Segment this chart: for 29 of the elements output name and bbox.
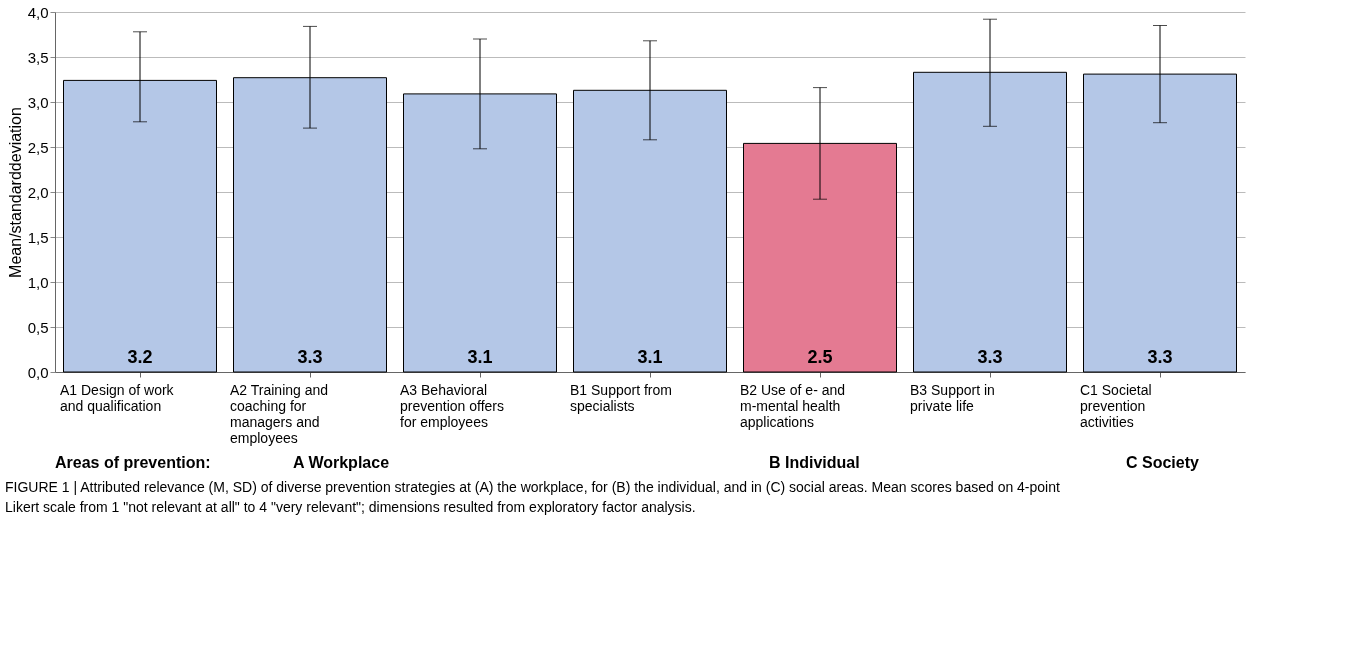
x-tick-label: B1 Support from specialists bbox=[570, 381, 672, 414]
text: C Society bbox=[1126, 454, 1200, 471]
y-tick-label: 0,5 bbox=[27, 318, 49, 336]
y-tick-label: 1,5 bbox=[27, 228, 49, 246]
x-tick-label: C1 Societal prevention activities bbox=[1080, 381, 1152, 430]
data-label: 3.1 bbox=[637, 347, 663, 367]
data-label: 2.5 bbox=[807, 347, 833, 367]
y-axis-title: Mean/standarddeviation bbox=[6, 107, 24, 278]
x-tick-label: B2 Use of e- and m-mental health applications bbox=[740, 381, 846, 430]
text: B Individual bbox=[769, 454, 860, 471]
data-label: 3.1 bbox=[467, 347, 493, 367]
caption: FIGURE 1 | Attributed relevance (M, SD) of diverse prevention strategies at (A) the workplace, for (B) the individual, and in (C) social areas. Mean scores based on 4-point Likert scale from 1 "not relevant at all" to 4 "very relevant"; dimensions resulted from exploratory factor analysis. bbox=[5, 479, 1060, 515]
y-tick-label: 3,5 bbox=[27, 48, 49, 66]
text: A Workplace bbox=[293, 454, 390, 471]
x-tick-label: A2 Training and coaching for managers and employees bbox=[230, 381, 329, 446]
x-tick-label: A3 Behavioral prevention offers for employees bbox=[400, 381, 505, 430]
data-label: 3.3 bbox=[297, 347, 323, 367]
text: Areas of prevention: bbox=[55, 454, 211, 471]
y-tick-label: 0,0 bbox=[27, 363, 49, 381]
y-tick-label: 2,5 bbox=[27, 138, 49, 156]
y-tick-label: 3,0 bbox=[27, 93, 49, 111]
y-tick-label: 4,0 bbox=[27, 3, 49, 21]
y-tick-label: 1,0 bbox=[27, 273, 49, 291]
y-tick-label: 2,0 bbox=[27, 183, 49, 201]
x-tick-label: B3 Support in private life bbox=[910, 381, 995, 414]
data-label: 3.3 bbox=[977, 347, 1003, 367]
x-tick-label: A1 Design of work and qualification bbox=[60, 381, 175, 414]
data-label: 3.3 bbox=[1147, 347, 1173, 367]
data-label: 3.2 bbox=[127, 347, 153, 367]
